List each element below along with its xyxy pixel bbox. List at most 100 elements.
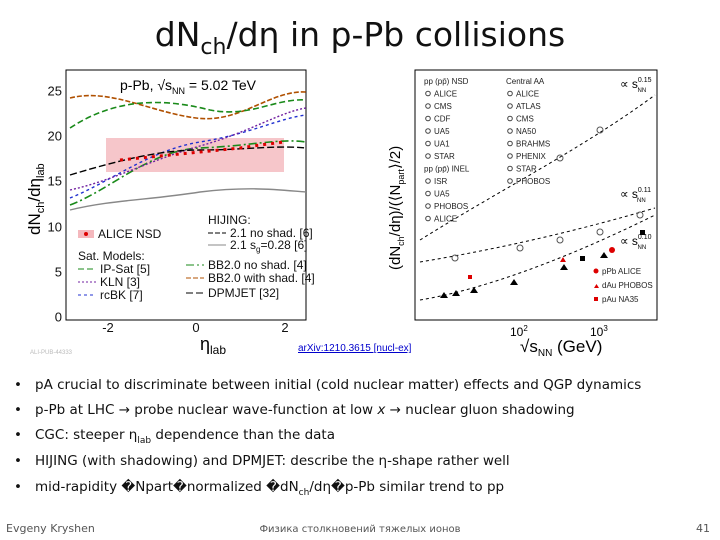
bullet-marker: •: [14, 402, 22, 418]
footer-course: Физика столкновений тяжелых ионов: [259, 524, 460, 535]
label-sup: 3: [603, 324, 608, 333]
fit-label: ∝ s0.11 NN: [620, 187, 651, 204]
curve: [69, 140, 307, 206]
label-sup: 2: [523, 324, 528, 333]
label-sup: 0.15: [638, 77, 652, 84]
marker: [596, 126, 604, 134]
legend-marker: [507, 128, 513, 134]
label-sub: NN: [638, 88, 647, 94]
legend-entry: PHOBOS: [434, 202, 468, 211]
legend-marker: [507, 140, 513, 147]
legend-entry: CDF: [434, 115, 451, 124]
x-tick-label: 0: [192, 320, 199, 335]
legend-entry: pPb ALICE: [602, 267, 641, 276]
bullet-text: HIJING (with shadowing) and DPMJET: desc…: [35, 453, 510, 469]
legend-marker: [507, 153, 513, 159]
curve: [69, 99, 307, 129]
label-part: (dN: [387, 246, 404, 270]
bullet-text: dependence than the data: [151, 427, 335, 443]
label-sub: NN: [172, 86, 185, 96]
bullet-text: p-Pb at LHC → probe nuclear wave-functio…: [35, 402, 377, 418]
legend-entry: UA5: [434, 127, 450, 136]
x-tick-label: 2: [281, 320, 288, 335]
figure-id: ALI-PUB-44333: [30, 350, 73, 356]
label-part: 10: [510, 325, 524, 339]
y-tick-label: 10: [48, 219, 62, 234]
title-part: dN: [155, 15, 201, 54]
right-figure: 102 10 3 √sNN (GeV) (dNch/dη)/(⟨Npart⟩/2)…: [298, 69, 658, 359]
label-part: =0.28 [6]: [260, 238, 307, 252]
marker: [609, 247, 615, 253]
legend-heading: Central AA: [506, 77, 545, 86]
legend-entry: NA50: [516, 127, 537, 136]
bullet: mid-rapidity �Npart�normalized �dNch/dη�…: [35, 478, 504, 498]
reference-link[interactable]: arXiv:1210.3615 [nucl-ex]: [298, 343, 412, 354]
bullet-text: CGC: steeper η: [35, 427, 137, 443]
legend-marker: [425, 103, 431, 109]
label-sub: ch: [35, 202, 47, 214]
fit-line: [419, 207, 656, 263]
error-band: [106, 138, 284, 172]
legend-entry: STAR: [434, 152, 455, 161]
legend-entry: 2.1 sg=0.28 [6]: [230, 238, 308, 254]
legend-heading: pp (pp̄) NSD: [424, 77, 469, 86]
plot-frame: [414, 69, 658, 321]
marker: [596, 228, 604, 236]
curve: [69, 91, 307, 120]
legend-heading: pp (pp̄) INEL: [424, 165, 470, 174]
curve: [69, 188, 307, 211]
bullet-text: x: [376, 402, 386, 418]
title-sub: ch: [200, 35, 226, 60]
data-points: [451, 126, 644, 262]
annotation: p-Pb, √sNN = 5.02 TeV: [120, 77, 257, 96]
label-sub: g: [256, 245, 260, 254]
legend-marker: [84, 232, 88, 236]
legend-entry: PHENIX: [516, 152, 546, 161]
bullet-text: /dη�p-Pb similar trend to pp: [309, 478, 504, 495]
marker: [580, 256, 585, 261]
bullet-list: • pA crucial to discriminate between ini…: [14, 377, 641, 498]
x-tick-label: 102: [510, 324, 528, 339]
bullet: CGC: steeper ηlab dependence than the da…: [35, 427, 335, 446]
legend-box: [74, 220, 284, 314]
marker: [516, 244, 524, 252]
legend-marker: [507, 165, 513, 172]
legend-entry: DPMJET [32]: [208, 286, 279, 300]
legend-marker: [425, 215, 431, 222]
x-axis-label: ηlab: [200, 334, 226, 357]
marker: [640, 230, 645, 235]
curve: [69, 114, 307, 199]
legend-marker: [425, 190, 431, 197]
legend-entry: IP-Sat [5]: [100, 262, 150, 276]
legend: pp (pp̄) NSD ALICE CMS CDF UA5 UA1 STAR pp (pp̄…: [424, 77, 470, 224]
slide-title: dNch/dη in p-Pb collisions: [155, 15, 565, 60]
y-tick-label: 5: [55, 264, 62, 279]
bullet-marker: •: [14, 453, 22, 469]
legend-entry: ATLAS: [516, 102, 541, 111]
label-part: /dη)/(⟨N: [387, 185, 404, 237]
legend-marker: [425, 115, 431, 122]
label-part: √s: [520, 337, 538, 356]
x-axis-label: √sNN (GeV): [520, 337, 602, 359]
legend-entry: CMS: [434, 102, 452, 111]
y-tick-label: 15: [48, 173, 62, 188]
marker: [636, 211, 644, 219]
legend-entry: UA1: [434, 140, 450, 149]
bullet-marker: •: [14, 377, 22, 393]
label-sub: part: [396, 169, 406, 185]
y-axis-label: (dNch/dη)/(⟨Npart⟩/2): [387, 146, 406, 270]
legend-entry: ALICE: [434, 90, 457, 99]
bullet-sub: ch: [299, 488, 310, 498]
legend-entry: KLN [3]: [100, 275, 140, 289]
legend-entry: ALICE NSD: [98, 227, 162, 241]
legend-marker: [507, 103, 513, 109]
legend-entry: CMS: [516, 115, 534, 124]
legend-heading: Sat. Models:: [78, 249, 145, 263]
bullet-marker: •: [14, 479, 22, 495]
label-sup: 0.10: [638, 234, 652, 241]
page-number: 41: [696, 522, 710, 535]
label-part: dN: [25, 213, 44, 235]
marker: [468, 275, 472, 279]
legend-marker: [425, 178, 431, 184]
